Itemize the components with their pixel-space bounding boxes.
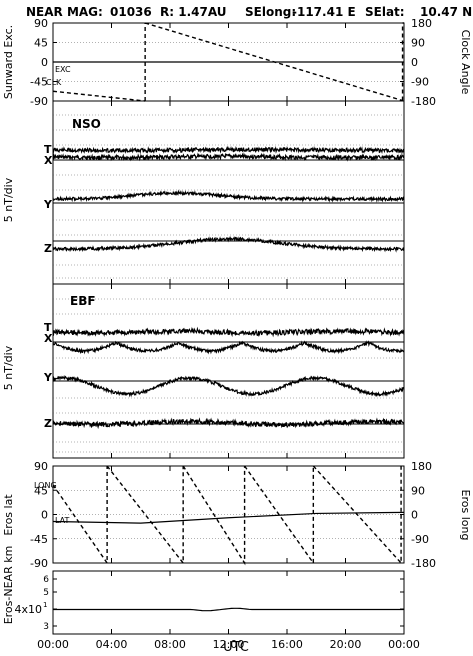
panel-ebf-frame bbox=[52, 283, 405, 459]
header-range: R: 1.47AU bbox=[160, 5, 227, 19]
panel-eros-frame bbox=[52, 465, 405, 564]
header-selat-value: 10.47 N bbox=[420, 5, 472, 19]
distance-tick-6: 6 bbox=[43, 575, 49, 585]
nso-label-y: Y bbox=[43, 198, 53, 211]
panel-nso-baselines bbox=[53, 159, 404, 242]
panel-distance-ylabel: Eros-NEAR km bbox=[2, 546, 15, 625]
nso-x-trace bbox=[52, 152, 405, 162]
nso-t-trace bbox=[52, 145, 405, 155]
left-tick-label: 45 bbox=[34, 37, 48, 50]
nso-label-t: T bbox=[44, 143, 52, 156]
panel-eros-ylabel-left: Eros lat bbox=[2, 494, 15, 536]
right-tick-label: -180 bbox=[411, 557, 436, 570]
left-tick-label: 0 bbox=[41, 509, 48, 522]
x-tick-label: 00:00 bbox=[37, 638, 69, 651]
panel-eros-left-ticks: 90 45 0 -45 -90 bbox=[30, 460, 57, 570]
panel-angles-ylabel-left: Sunward Exc. bbox=[2, 25, 15, 99]
panel-eros-ylabel-right: Eros long bbox=[459, 490, 472, 541]
panel-angles-right-ticks: 180 90 0 -90 -180 bbox=[400, 17, 436, 108]
eros-lat-line bbox=[52, 511, 405, 524]
ebf-x-trace bbox=[52, 340, 405, 355]
nso-label-z: Z bbox=[44, 242, 52, 255]
clock-angle-line bbox=[52, 22, 404, 102]
nso-z-trace bbox=[52, 235, 405, 253]
left-tick-label: 90 bbox=[34, 460, 48, 473]
series-label-clk: CLK bbox=[46, 78, 62, 87]
nso-label-x: X bbox=[44, 154, 53, 167]
distance-tick-exp: 1 bbox=[43, 601, 47, 609]
x-tick-label: 12:00 bbox=[213, 638, 245, 651]
panel-ebf-baselines bbox=[53, 341, 404, 425]
header-day: 01036 bbox=[110, 5, 152, 19]
panel-nso: NSO 5 nT/div T X Y Z bbox=[2, 100, 405, 285]
panel-distance: Eros-NEAR km 6 5 3 4x10 1 bbox=[2, 546, 405, 635]
left-tick-label: 90 bbox=[34, 17, 48, 30]
panel-ebf-title: EBF bbox=[70, 294, 96, 308]
series-label-lat: LAT bbox=[55, 516, 69, 525]
header-selat-label: SElat: bbox=[365, 5, 405, 19]
time-axis-ticks: 00:00 04:00 08:00 12:00 16:00 20:00 00:00 bbox=[37, 23, 420, 651]
panel-eros: 90 45 0 -45 -90 180 90 0 -90 -180 Eros lat Eros … bbox=[2, 460, 472, 570]
ebf-label-t: T bbox=[44, 321, 52, 334]
left-tick-label: 45 bbox=[34, 484, 48, 497]
right-tick-label: -90 bbox=[411, 76, 429, 89]
ebf-z-trace bbox=[52, 417, 405, 430]
x-axis-label: UTC bbox=[223, 640, 249, 655]
right-tick-label: 90 bbox=[411, 484, 425, 497]
left-tick-label: -90 bbox=[30, 95, 48, 108]
x-tick-label: 00:00 bbox=[388, 638, 420, 651]
right-tick-label: 180 bbox=[411, 460, 432, 473]
x-tick-label: 20:00 bbox=[330, 638, 362, 651]
left-tick-label: -90 bbox=[30, 557, 48, 570]
distance-line bbox=[53, 607, 404, 612]
nso-y-trace bbox=[52, 189, 405, 203]
panel-distance-frame bbox=[52, 570, 405, 635]
right-tick-label: -180 bbox=[411, 95, 436, 108]
left-tick-label: -45 bbox=[30, 76, 48, 89]
right-tick-label: 180 bbox=[411, 17, 432, 30]
panel-nso-frame bbox=[52, 100, 405, 285]
x-tick-label: 08:00 bbox=[154, 638, 186, 651]
panel-ebf-ylabel: 5 nT/div bbox=[2, 345, 15, 390]
panel-ebf-gridlines bbox=[53, 298, 404, 453]
ebf-y-trace bbox=[52, 374, 405, 398]
header-spacecraft: NEAR MAG: bbox=[26, 5, 103, 19]
ebf-label-x: X bbox=[44, 332, 53, 345]
ebf-label-z: Z bbox=[44, 417, 52, 430]
right-tick-label: 0 bbox=[411, 56, 418, 69]
ebf-label-y: Y bbox=[43, 371, 53, 384]
right-tick-label: 90 bbox=[411, 37, 425, 50]
left-tick-label: 0 bbox=[41, 56, 48, 69]
panel-distance-ticks bbox=[53, 578, 404, 627]
right-tick-label: 0 bbox=[411, 509, 418, 522]
header-selong-value: -117.41 E bbox=[292, 5, 356, 19]
panel-eros-right-ticks: 180 90 0 -90 -180 bbox=[400, 460, 436, 570]
panel-eros-gridlines bbox=[53, 489, 404, 540]
series-label-long: LONG bbox=[34, 481, 57, 490]
x-tick-label: 16:00 bbox=[271, 638, 303, 651]
series-label-exc: EXC bbox=[55, 65, 71, 74]
left-tick-label: -45 bbox=[30, 533, 48, 546]
right-tick-label: -90 bbox=[411, 533, 429, 546]
panel-angles: 90 45 0 -45 -90 180 90 0 -90 -180 Sunward Exc. C… bbox=[2, 17, 472, 108]
distance-tick-3: 3 bbox=[43, 622, 49, 632]
distance-tick-5: 5 bbox=[43, 588, 49, 598]
header-selong-label: SElong: bbox=[245, 5, 296, 19]
panel-ebf: EBF 5 nT/div T X Y Z bbox=[2, 283, 405, 459]
distance-tick-main: 4x10 bbox=[14, 603, 42, 616]
header: NEAR MAG: 01036 R: 1.47AU SElong: -117.4… bbox=[26, 5, 472, 19]
panel-nso-ylabel: 5 nT/div bbox=[2, 177, 15, 222]
eros-long-line bbox=[52, 465, 402, 566]
x-tick-label: 04:00 bbox=[96, 638, 128, 651]
ebf-t-trace bbox=[52, 326, 405, 338]
panel-angles-ylabel-right: Clock Angle bbox=[459, 30, 472, 95]
panel-nso-title: NSO bbox=[72, 117, 101, 131]
